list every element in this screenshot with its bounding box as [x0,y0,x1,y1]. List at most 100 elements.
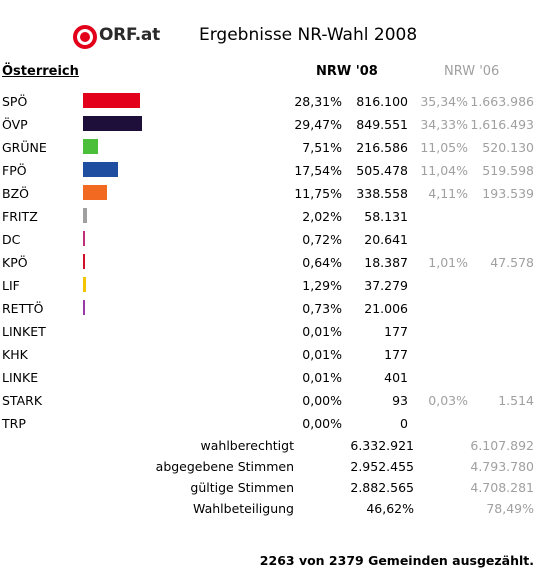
party-votes-2008: 0 [400,416,408,431]
counting-status: 2263 von 2379 Gemeinden ausgezählt. [259,553,534,568]
party-percent-2008: 0,72% [302,232,342,247]
party-bar [83,231,85,246]
party-votes-2006: 1.663.986 [470,94,534,109]
summary-label: abgegebene Stimmen [155,459,294,474]
party-name[interactable]: BZÖ [2,186,29,201]
party-percent-2008: 11,75% [294,186,342,201]
party-votes-2008: 21.006 [364,301,408,316]
party-name[interactable]: RETTÖ [2,301,44,316]
party-percent-2006: 1,01% [428,255,468,270]
party-row: LINKET 0,01% 177 [0,320,539,343]
region-link[interactable]: Österreich [2,64,79,79]
party-votes-2008: 18.387 [364,255,408,270]
party-name[interactable]: ÖVP [2,117,28,132]
party-name[interactable]: STARK [2,393,43,408]
party-percent-2008: 1,29% [302,278,342,293]
party-percent-2008: 0,00% [302,416,342,431]
party-percent-2006: 35,34% [420,94,468,109]
party-votes-2008: 849.551 [356,117,408,132]
party-bar [83,208,87,223]
summary-value-2008: 2.952.455 [350,459,414,474]
party-bar [83,185,107,200]
summary-value-2008: 2.882.565 [350,480,414,495]
party-name[interactable]: SPÖ [2,94,28,109]
party-percent-2006: 4,11% [428,186,468,201]
party-bar [83,277,86,292]
party-votes-2008: 20.641 [364,232,408,247]
party-votes-2008: 177 [384,324,408,339]
party-row: LINKE 0,01% 401 [0,366,539,389]
orf-logo-dot-icon [80,32,90,42]
party-row: BZÖ 11,75% 338.558 4,11% 193.539 [0,182,539,205]
party-votes-2008: 37.279 [364,278,408,293]
party-row: LIF 1,29% 37.279 [0,274,539,297]
party-name[interactable]: FRITZ [2,209,38,224]
party-percent-2008: 2,02% [302,209,342,224]
party-percent-2008: 29,47% [294,117,342,132]
party-name[interactable]: KHK [2,347,28,362]
party-name[interactable]: TRP [2,416,26,431]
party-percent-2008: 0,73% [302,301,342,316]
party-votes-2008: 177 [384,347,408,362]
page-title: Ergebnisse NR-Wahl 2008 [199,25,418,45]
party-name[interactable]: GRÜNE [2,140,47,155]
party-percent-2008: 0,01% [302,370,342,385]
party-row: STARK 0,00% 93 0,03% 1.514 [0,389,539,412]
party-votes-2006: 520.130 [482,140,534,155]
party-votes-2006: 519.598 [482,163,534,178]
party-row: ÖVP 29,47% 849.551 34,33% 1.616.493 [0,113,539,136]
party-name[interactable]: LIF [2,278,20,293]
orf-logo-icon[interactable] [73,25,97,49]
summary-value-2006: 6.107.892 [470,438,534,453]
party-row: FPÖ 17,54% 505.478 11,04% 519.598 [0,159,539,182]
party-name[interactable]: FPÖ [2,163,27,178]
party-row: TRP 0,00% 0 [0,412,539,435]
column-header-2006: NRW '06 [444,64,500,79]
party-percent-2008: 17,54% [294,163,342,178]
party-row: RETTÖ 0,73% 21.006 [0,297,539,320]
party-name[interactable]: DC [2,232,21,247]
party-votes-2008: 58.131 [364,209,408,224]
column-header-2008: NRW '08 [316,64,378,79]
party-percent-2006: 0,03% [428,393,468,408]
party-bar [83,254,85,269]
party-name[interactable]: LINKE [2,370,39,385]
party-percent-2008: 28,31% [294,94,342,109]
party-row: DC 0,72% 20.641 [0,228,539,251]
summary-value-2006: 4.708.281 [470,480,534,495]
party-row: GRÜNE 7,51% 216.586 11,05% 520.130 [0,136,539,159]
party-bar [83,300,85,315]
party-votes-2008: 338.558 [356,186,408,201]
orf-logo-text[interactable]: ORF.at [99,25,160,45]
party-bar [83,162,118,177]
party-percent-2008: 0,01% [302,347,342,362]
summary-value-2008: 6.332.921 [350,438,414,453]
party-percent-2008: 0,01% [302,324,342,339]
party-bar [83,139,98,154]
party-name[interactable]: KPÖ [2,255,28,270]
party-votes-2008: 401 [384,370,408,385]
party-percent-2008: 0,64% [302,255,342,270]
party-votes-2006: 1.616.493 [470,117,534,132]
party-percent-2008: 0,00% [302,393,342,408]
party-row: KHK 0,01% 177 [0,343,539,366]
party-bar [83,116,142,131]
summary-label: Wahlbeteiligung [193,501,294,516]
party-votes-2006: 47.578 [490,255,534,270]
party-percent-2006: 11,05% [420,140,468,155]
party-votes-2008: 216.586 [356,140,408,155]
party-bar [83,93,140,108]
party-percent-2008: 7,51% [302,140,342,155]
party-row: SPÖ 28,31% 816.100 35,34% 1.663.986 [0,90,539,113]
party-row: FRITZ 2,02% 58.131 [0,205,539,228]
party-votes-2008: 505.478 [356,163,408,178]
summary-label: wahlberechtigt [200,438,294,453]
party-percent-2006: 11,04% [420,163,468,178]
party-percent-2006: 34,33% [420,117,468,132]
summary-label: gültige Stimmen [190,480,294,495]
summary-value-2008: 46,62% [366,501,414,516]
party-votes-2008: 816.100 [356,94,408,109]
summary-value-2006: 4.793.780 [470,459,534,474]
summary-value-2006: 78,49% [486,501,534,516]
party-name[interactable]: LINKET [2,324,46,339]
